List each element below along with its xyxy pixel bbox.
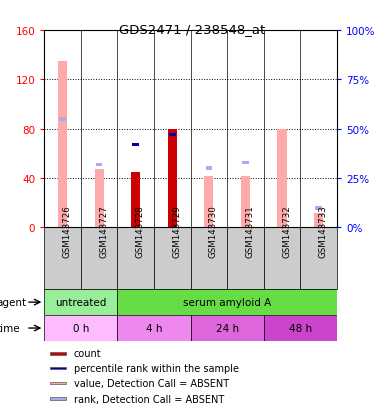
FancyBboxPatch shape	[117, 315, 191, 341]
FancyBboxPatch shape	[264, 228, 300, 290]
Text: percentile rank within the sample: percentile rank within the sample	[74, 363, 239, 373]
FancyBboxPatch shape	[117, 228, 154, 290]
Text: 0 h: 0 h	[73, 323, 89, 333]
FancyBboxPatch shape	[191, 228, 227, 290]
Bar	[241, 176, 250, 228]
Text: GDS2471 / 238548_at: GDS2471 / 238548_at	[119, 23, 266, 36]
Text: rank, Detection Call = ABSENT: rank, Detection Call = ABSENT	[74, 394, 224, 404]
Text: 48 h: 48 h	[289, 323, 312, 333]
Bar	[132, 143, 139, 147]
Text: GSM143730: GSM143730	[209, 205, 218, 257]
FancyBboxPatch shape	[50, 352, 66, 355]
Text: untreated: untreated	[55, 297, 107, 307]
FancyBboxPatch shape	[154, 228, 191, 290]
Text: agent: agent	[0, 297, 27, 307]
FancyBboxPatch shape	[227, 228, 264, 290]
FancyBboxPatch shape	[44, 228, 81, 290]
FancyBboxPatch shape	[81, 228, 117, 290]
Text: GSM143732: GSM143732	[282, 205, 291, 257]
Text: GSM143726: GSM143726	[62, 205, 72, 257]
Bar	[58, 62, 67, 228]
Bar	[59, 118, 66, 121]
FancyBboxPatch shape	[44, 315, 117, 341]
Bar	[314, 213, 323, 228]
FancyBboxPatch shape	[117, 290, 337, 315]
FancyBboxPatch shape	[50, 382, 66, 385]
Text: GSM143729: GSM143729	[172, 205, 181, 257]
Text: 24 h: 24 h	[216, 323, 239, 333]
Bar	[168, 129, 177, 228]
FancyBboxPatch shape	[264, 315, 337, 341]
Text: value, Detection Call = ABSENT: value, Detection Call = ABSENT	[74, 378, 229, 388]
Text: 4 h: 4 h	[146, 323, 162, 333]
Bar	[204, 176, 213, 228]
FancyBboxPatch shape	[44, 290, 117, 315]
Bar	[242, 161, 249, 165]
Text: GSM143733: GSM143733	[319, 205, 328, 257]
Text: count: count	[74, 349, 101, 358]
Text: GSM143731: GSM143731	[246, 205, 254, 257]
FancyBboxPatch shape	[50, 367, 66, 370]
Bar	[278, 129, 286, 228]
Text: time: time	[0, 323, 20, 333]
Text: GSM143727: GSM143727	[99, 205, 108, 257]
Bar	[96, 163, 102, 167]
Bar	[315, 206, 322, 210]
Bar	[131, 173, 140, 228]
FancyBboxPatch shape	[300, 228, 337, 290]
FancyBboxPatch shape	[191, 315, 264, 341]
Text: serum amyloid A: serum amyloid A	[183, 297, 271, 307]
FancyBboxPatch shape	[50, 397, 66, 400]
Bar	[95, 170, 104, 228]
Bar	[206, 167, 212, 171]
Bar	[169, 133, 176, 137]
Text: GSM143728: GSM143728	[136, 205, 145, 257]
